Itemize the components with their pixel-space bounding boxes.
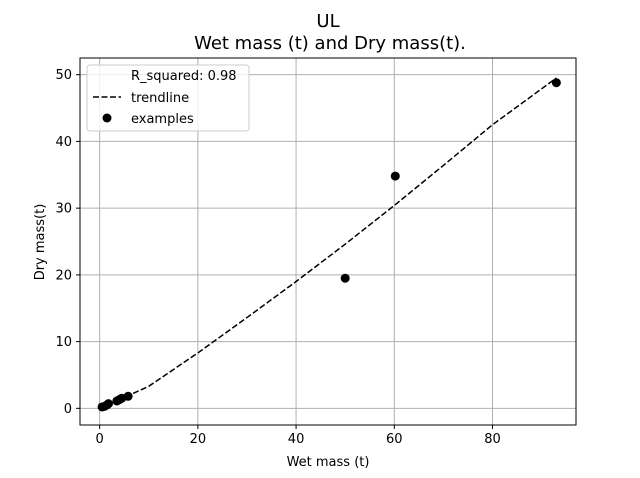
data-point-8: [340, 273, 350, 283]
legend-r-squared: R_squared: 0.98: [131, 69, 237, 84]
y-tick-label-4: 40: [55, 135, 72, 150]
grid: [80, 58, 576, 425]
x-axis-label: Wet mass (t): [287, 455, 370, 470]
y-axis-label: Dry mass(t): [33, 204, 48, 281]
trendline-line: [101, 77, 557, 409]
plot-area-frame: [79, 57, 577, 426]
y-tick-label-3: 30: [55, 202, 72, 217]
data-point-10: [551, 78, 561, 88]
x-tick-label-1: 20: [190, 432, 207, 447]
y-tick-label-5: 50: [55, 68, 72, 83]
legend-trendline-label: trendline: [131, 91, 189, 106]
legend-box: [86, 64, 250, 132]
y-tick-label-0: 0: [64, 402, 72, 417]
y-tick-label-2: 20: [55, 268, 72, 283]
chart-subtitle: Wet mass (t) and Dry mass(t).: [194, 33, 466, 54]
points-layer: [97, 78, 561, 412]
trendline-layer: [101, 77, 557, 409]
legend-examples-swatch: [102, 113, 112, 123]
x-tick-label-2: 40: [288, 432, 305, 447]
x-axis: 0 20 40 60 80: [96, 425, 501, 447]
data-point-7: [123, 391, 133, 401]
chart-title: UL: [316, 11, 339, 32]
legend-examples-label: examples: [131, 112, 194, 127]
x-tick-label-3: 60: [386, 432, 403, 447]
y-axis: 0 10 20 30 40 50: [55, 68, 80, 417]
data-point-3: [103, 399, 113, 409]
data-point-9: [390, 171, 400, 181]
x-tick-label-4: 80: [484, 432, 501, 447]
legend: R_squared: 0.98 trendline examples: [86, 64, 250, 132]
x-tick-label-0: 0: [96, 432, 104, 447]
y-tick-label-1: 10: [55, 335, 72, 350]
